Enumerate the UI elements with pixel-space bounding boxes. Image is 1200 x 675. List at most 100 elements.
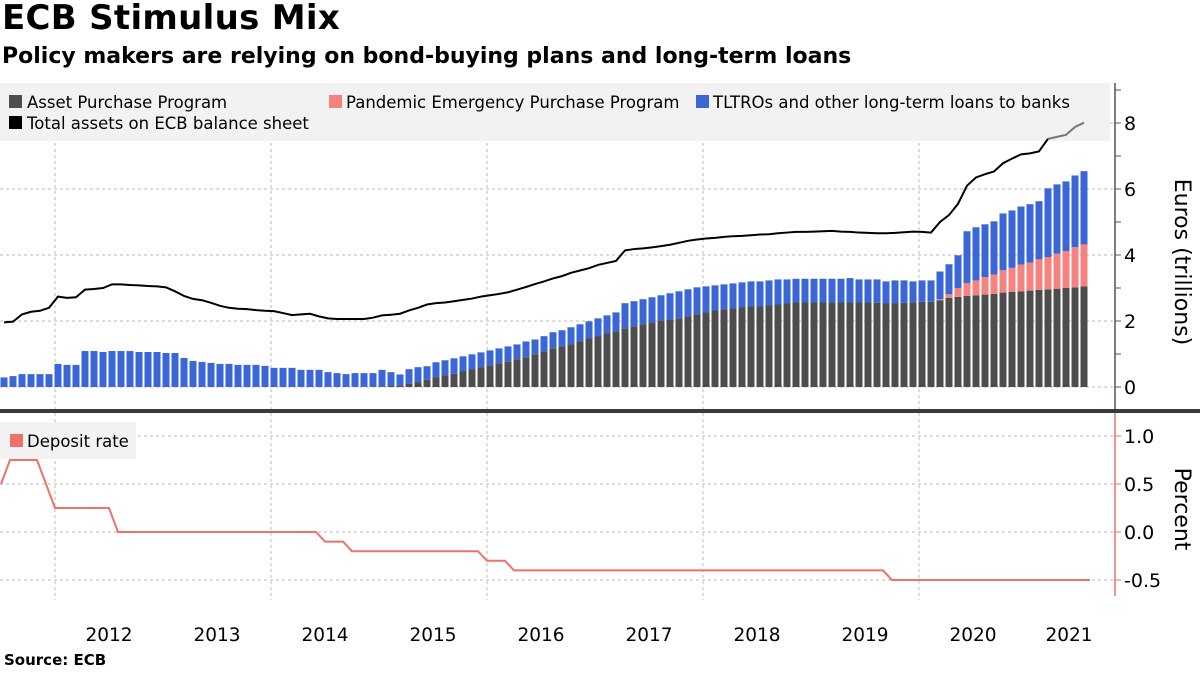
bar-tltro (360, 373, 368, 387)
y-tick-label-upper: 4 (1124, 245, 1136, 267)
bar-tltro (207, 362, 215, 387)
bar-tltro (918, 280, 926, 302)
bar-app (504, 361, 512, 387)
bar-pepp (1071, 247, 1079, 288)
x-tick-label: 2012 (85, 625, 132, 646)
bar-app (765, 305, 773, 387)
bar-app (990, 293, 998, 387)
line-total-assets-recent (1047, 121, 1085, 140)
bar-pepp (990, 274, 998, 294)
bar-app (927, 301, 935, 387)
bar-tltro (963, 231, 971, 284)
bar-app (414, 382, 422, 387)
bar-app (468, 369, 476, 387)
bar-tltro (225, 363, 233, 387)
bar-app (675, 318, 683, 387)
bar-tltro (729, 283, 737, 309)
bar-tltro (684, 289, 692, 317)
bar-tltro (1071, 175, 1079, 248)
x-tick-label: 2013 (193, 625, 240, 646)
bar-tltro (45, 374, 53, 387)
bar-app (666, 319, 674, 387)
bar-tltro (720, 284, 728, 310)
bar-app (1026, 290, 1034, 387)
bar-app (702, 312, 710, 387)
chart-subtitle: Policy makers are relying on bond-buying… (2, 44, 852, 69)
bar-tltro (792, 278, 800, 303)
bar-pepp (1080, 244, 1088, 287)
bar-app (945, 297, 953, 387)
bar-tltro (63, 364, 71, 387)
bar-tltro (1062, 181, 1070, 252)
bar-app (1071, 287, 1079, 387)
bar-app (801, 302, 809, 387)
bar-pepp (936, 299, 944, 301)
bar-tltro (504, 346, 512, 362)
bar-tltro (117, 351, 125, 387)
bar-app (540, 351, 548, 387)
legend-label-deposit-rate: Deposit rate (27, 432, 129, 451)
y-tick-label-lower: 0.0 (1124, 522, 1154, 544)
bar-tltro (342, 374, 350, 387)
bar-tltro (765, 280, 773, 306)
bar-tltro (864, 279, 872, 303)
bar-tltro (1053, 184, 1061, 254)
bar-tltro (270, 367, 278, 387)
bar-app (846, 302, 854, 387)
axis-ticks: 0 2 4 6 8 1.0 0.5 0.0 -0.5 2012 2013 2014 2015 2016 20… (85, 89, 1161, 646)
bar-tltro (432, 362, 440, 378)
bar-tltro (1017, 206, 1025, 265)
x-tick-label: 2017 (625, 625, 672, 646)
bar-tltro (216, 363, 224, 387)
x-tick-label: 2020 (949, 625, 996, 646)
bar-tltro (810, 278, 818, 303)
bar-tltro (153, 352, 161, 387)
bar-tltro (549, 332, 557, 349)
bar-tltro (369, 373, 377, 387)
bar-app (522, 357, 530, 387)
bar-app (405, 383, 413, 387)
bar-tltro (585, 321, 593, 339)
bar-tltro (351, 373, 359, 387)
line-deposit-rate (0, 459, 1090, 581)
bar-tltro (198, 361, 206, 387)
bar-app (1062, 288, 1070, 387)
x-tick-label: 2015 (409, 625, 456, 646)
bar-app (711, 310, 719, 387)
bar-app (450, 373, 458, 387)
bar-tltro (900, 280, 908, 303)
bar-tltro (1044, 188, 1052, 257)
bar-app (1080, 286, 1088, 387)
bar-tltro (441, 360, 449, 376)
bar-tltro (522, 341, 530, 358)
bar-tltro (594, 318, 602, 337)
bar-tltro (531, 339, 539, 355)
bar-tltro (252, 364, 260, 387)
bar-app (819, 302, 827, 387)
bar-app (918, 301, 926, 387)
legend-label-app: Asset Purchase Program (27, 93, 227, 112)
bar-tltro (567, 327, 575, 345)
bar-app (549, 348, 557, 387)
bar-tltro (243, 364, 251, 387)
bar-pepp (1062, 251, 1070, 288)
line-total-assets (3, 138, 1049, 324)
bar-app (837, 302, 845, 387)
bar-app (774, 304, 782, 387)
bar-app (810, 302, 818, 387)
bar-tltro (1080, 171, 1088, 245)
bar-tltro (333, 373, 341, 387)
bar-tltro (630, 301, 638, 327)
legend-swatch-pepp (329, 95, 342, 108)
bar-tltro (297, 369, 305, 387)
bar-app (1008, 291, 1016, 387)
bar-tltro (81, 351, 89, 387)
bar-app (900, 302, 908, 387)
bar-app (864, 302, 872, 387)
bar-app (972, 295, 980, 387)
bar-app (612, 331, 620, 387)
bar-tltro (837, 278, 845, 303)
bar-app (1044, 289, 1052, 387)
bar-pepp (981, 277, 989, 295)
